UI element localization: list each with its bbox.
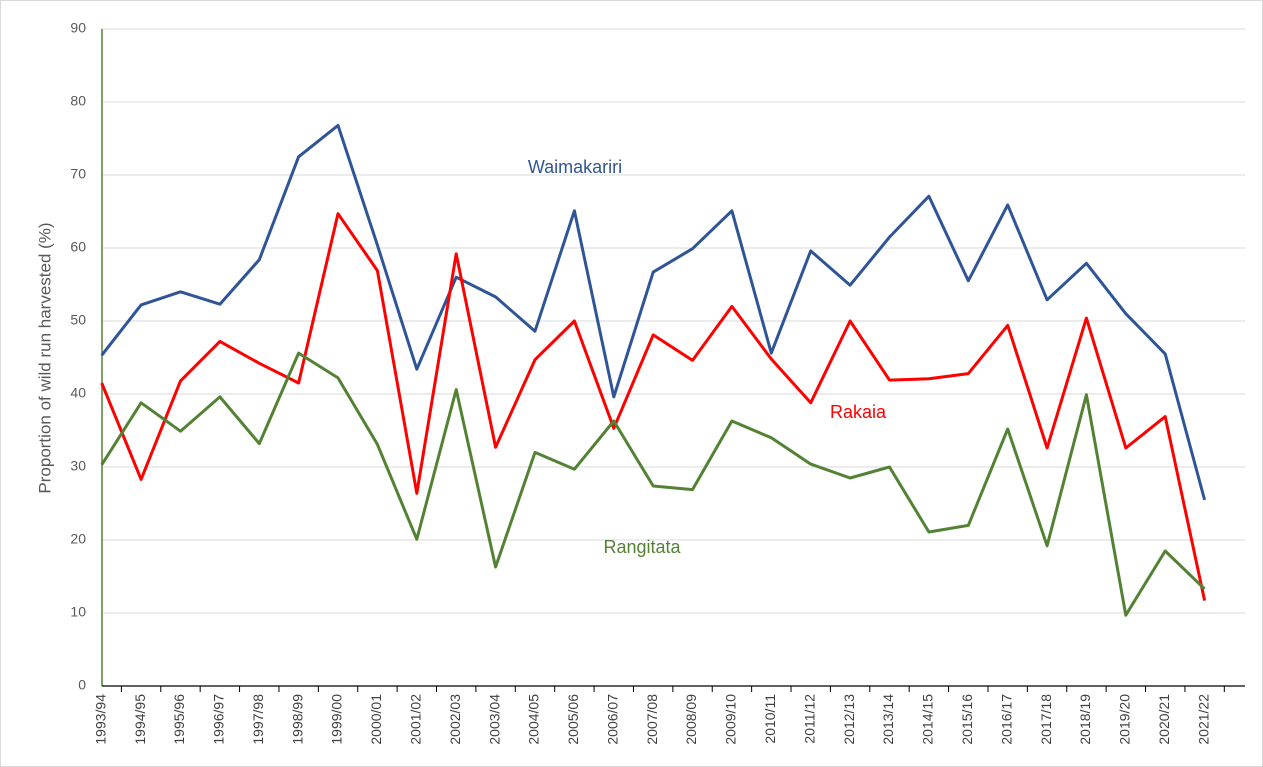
- y-tick-label: 80: [70, 93, 86, 109]
- x-tick-label: 2017/18: [1038, 694, 1054, 745]
- x-tick-label: 2003/04: [486, 694, 502, 745]
- series-label: Rangitata: [603, 537, 681, 557]
- x-tick-label: 2010/11: [762, 694, 778, 744]
- x-tick-label: 1997/98: [250, 694, 266, 745]
- x-tick-label: 2014/15: [920, 694, 936, 745]
- y-tick-label: 20: [70, 531, 86, 547]
- y-tick-label: 90: [70, 20, 86, 36]
- x-tick-label: 1995/96: [171, 694, 187, 745]
- x-tick-label: 2019/20: [1117, 694, 1133, 745]
- x-tick-label: 2020/21: [1156, 694, 1172, 745]
- y-tick-label: 50: [70, 312, 86, 328]
- series-line: [100, 212, 1207, 601]
- series-line: [100, 123, 1207, 501]
- x-tick-label: 2016/17: [998, 694, 1014, 745]
- x-tick-label: 2015/16: [959, 694, 975, 745]
- x-tick-label: 1993/94: [92, 694, 108, 745]
- x-tick-label: 2012/13: [841, 694, 857, 745]
- x-tick-label: 2006/07: [604, 694, 620, 745]
- x-tick-label: 2002/03: [447, 694, 463, 745]
- y-tick-label: 10: [70, 604, 86, 620]
- y-tick-label: 0: [78, 677, 86, 693]
- x-tick-label: 2005/06: [565, 694, 581, 745]
- x-tick-label: 2011/12: [801, 694, 817, 744]
- y-tick-label: 40: [70, 385, 86, 401]
- x-tick-label: 2004/05: [526, 694, 542, 745]
- x-tick-label: 2021/22: [1195, 694, 1211, 745]
- x-tick-label: 1999/00: [329, 694, 345, 745]
- x-tick-label: 2018/19: [1077, 694, 1093, 745]
- y-tick-label: 60: [70, 239, 86, 255]
- x-tick-label: 1996/97: [211, 694, 227, 745]
- x-tick-label: 1998/99: [289, 694, 305, 745]
- x-tick-label: 2000/01: [368, 694, 384, 745]
- x-tick-label: 1994/95: [132, 694, 148, 745]
- series-label: Waimakariri: [528, 157, 622, 177]
- x-tick-label: 2008/09: [683, 694, 699, 745]
- x-tick-label: 2001/02: [408, 694, 424, 745]
- x-tick-label: 2007/08: [644, 694, 660, 745]
- y-tick-label: 70: [70, 166, 86, 182]
- x-tick-label: 2009/10: [723, 694, 739, 745]
- series-line: [100, 351, 1206, 617]
- y-tick-label: 30: [70, 458, 86, 474]
- y-axis-label: Proportion of wild run harvested (%): [35, 222, 54, 493]
- series-label: Rakaia: [830, 402, 887, 422]
- x-tick-label: 2013/14: [880, 694, 896, 745]
